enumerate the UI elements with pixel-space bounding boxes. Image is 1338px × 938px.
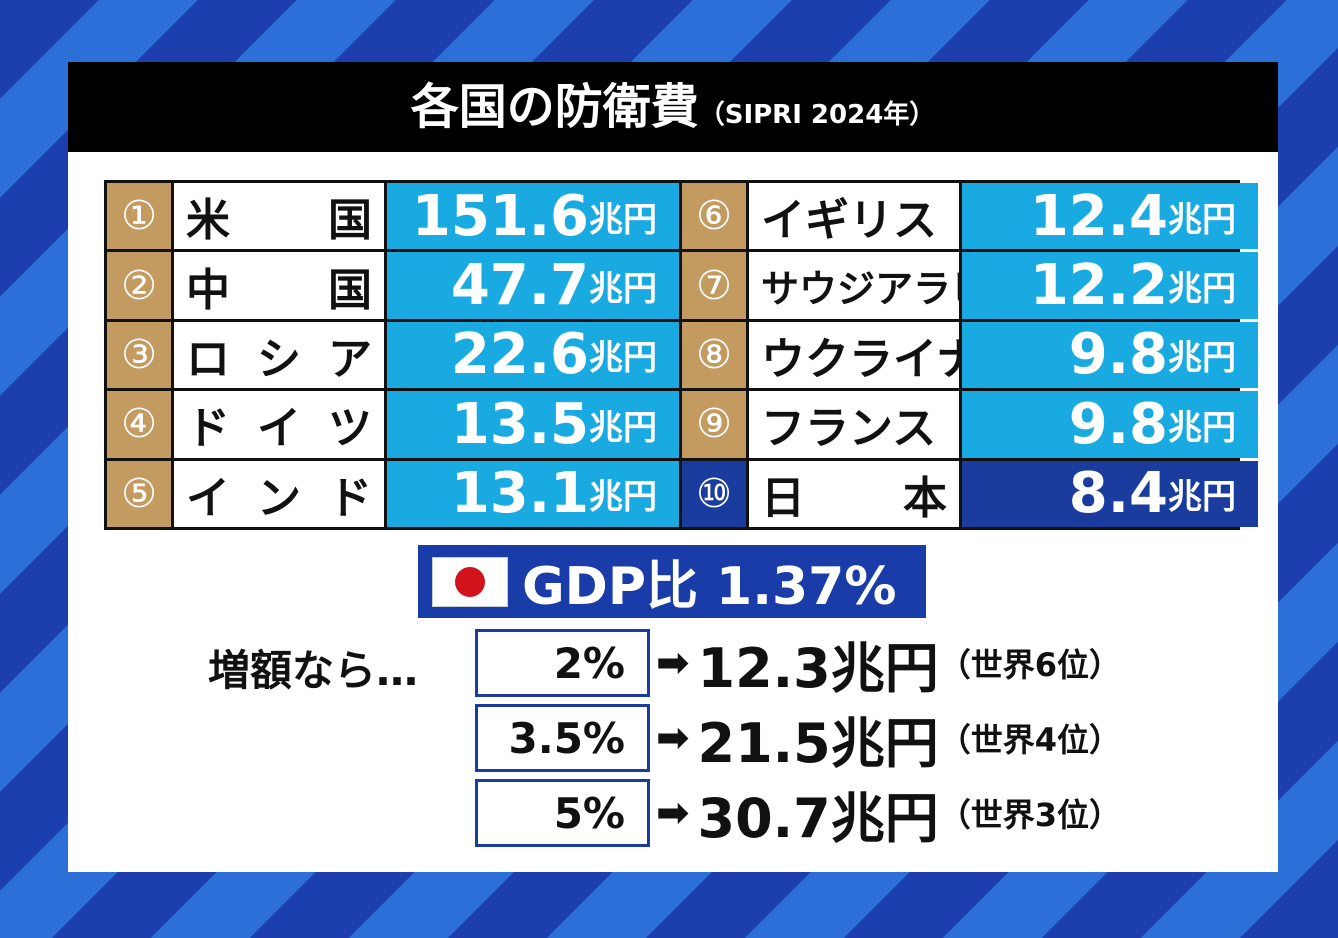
spending-value: 12.4 兆円 [962,183,1258,250]
value-unit: 兆円 [1168,199,1236,240]
country-name-part: 本 [903,472,947,524]
pct-box: 3.5% [475,704,650,772]
country-name-part: イ [186,472,230,524]
country-name-part: ツ [328,403,372,455]
pct-box: 5% [475,779,650,847]
increase-scenario: 5% ➡ 30.7兆円 （世界3位） [475,778,1122,850]
country-name-part: ウクライナ [761,333,959,385]
country-name-part: ド [186,403,230,455]
country-name-part: 日 [761,472,805,524]
rank-badge: ⑩ [682,460,746,527]
rank-badge: ⑥ [682,183,746,250]
country-name-part: 米 [186,195,230,247]
spending-value: 9.8 兆円 [962,391,1258,458]
spending-value: 22.6 兆円 [387,321,679,389]
rank-badge: ④ [107,391,171,458]
value-unit: 兆円 [589,338,657,379]
increase-label: 増額なら… [208,646,419,695]
country-name-part: 国 [328,264,372,316]
value-number: 13.1 [450,461,589,527]
title: 各国の防衛費 [410,79,699,135]
title-bar: 各国の防衛費（SIPRI 2024年） [68,62,1278,152]
arrow-right-icon: ➡ [656,790,690,836]
country-name-part: イギリス [761,195,937,247]
country-name-part: ロ [186,333,230,385]
scenario-amount: 21.5兆円 [697,711,939,775]
country-name: 米国 [174,183,384,250]
scenario-rank: （世界3位） [938,796,1122,834]
country-name: インド [174,460,384,527]
spending-value: 47.7 兆円 [387,252,679,319]
value-unit: 兆円 [1168,477,1236,518]
country-name-part: 中 [186,264,230,316]
spending-value: 12.2 兆円 [962,252,1258,319]
country-name-part: イ [257,403,301,455]
value-number: 47.7 [450,253,589,319]
pct-box: 2% [475,629,650,697]
country-name: 日本 [749,460,959,527]
country-name: ドイツ [174,391,384,458]
value-unit: 兆円 [589,477,657,518]
country-name-part: サウジアラビア [761,267,959,312]
rank-badge: ⑦ [682,252,746,319]
value-unit: 兆円 [589,269,657,310]
value-number: 12.4 [1029,183,1168,249]
country-name-part: フランス [761,403,937,455]
arrow-right-icon: ➡ [656,715,690,761]
country-name: ロシア [174,321,384,389]
scenario-amount: 12.3兆円 [697,636,939,700]
increase-scenario: 3.5% ➡ 21.5兆円 （世界4位） [475,703,1122,775]
value-unit: 兆円 [589,407,657,448]
value-number: 9.8 [1068,322,1168,388]
value-number: 151.6 [411,183,589,249]
value-unit: 兆円 [1168,269,1236,310]
ranking-table: ①米国151.6兆円⑥イギリス12.4兆円②中国47.7兆円⑦サウジアラビア12… [104,180,1258,530]
scenario-rank: （世界6位） [938,646,1122,684]
value-unit: 兆円 [589,199,657,240]
country-name-part: ン [257,472,301,524]
country-name-part: シ [257,333,301,385]
scenario-rank: （世界4位） [938,721,1122,759]
arrow-right-icon: ➡ [656,640,690,686]
rank-badge: ⑨ [682,391,746,458]
spending-value: 13.1 兆円 [387,460,679,527]
value-number: 13.5 [450,391,589,457]
rank-badge: ③ [107,321,171,389]
country-name: 中国 [174,252,384,319]
country-name: サウジアラビア [749,252,959,319]
country-name: ウクライナ [749,321,959,389]
value-number: 22.6 [450,322,589,388]
rank-badge: ② [107,252,171,319]
value-number: 8.4 [1068,461,1168,527]
gdp-ratio: GDP比 1.37% [522,557,897,617]
rank-badge: ⑤ [107,460,171,527]
spending-value: 8.4 兆円 [962,460,1258,527]
country-name-part: ア [328,333,372,385]
rank-badge: ① [107,183,171,250]
country-name-part: 国 [328,195,372,247]
spending-value: 9.8 兆円 [962,321,1258,389]
spending-value: 13.5 兆円 [387,391,679,458]
rank-badge: ⑧ [682,321,746,389]
value-unit: 兆円 [1168,338,1236,379]
country-name-part: ド [328,472,372,524]
increase-scenario: 2% ➡ 12.3兆円 （世界6位） [475,628,1122,700]
japan-flag-icon [432,556,508,607]
source: （SIPRI 2024年） [698,100,936,130]
value-number: 12.2 [1029,253,1168,319]
country-name: イギリス [749,183,959,250]
value-number: 9.8 [1068,391,1168,457]
value-unit: 兆円 [1168,407,1236,448]
country-name: フランス [749,391,959,458]
gdp-ratio-banner: GDP比 1.37% [418,545,926,618]
scenario-amount: 30.7兆円 [697,786,939,850]
spending-value: 151.6 兆円 [387,183,679,250]
infographic-panel: 各国の防衛費（SIPRI 2024年） ① 米国 151.6 兆円 ⑥ イギリス 12.4 兆… [68,62,1278,872]
